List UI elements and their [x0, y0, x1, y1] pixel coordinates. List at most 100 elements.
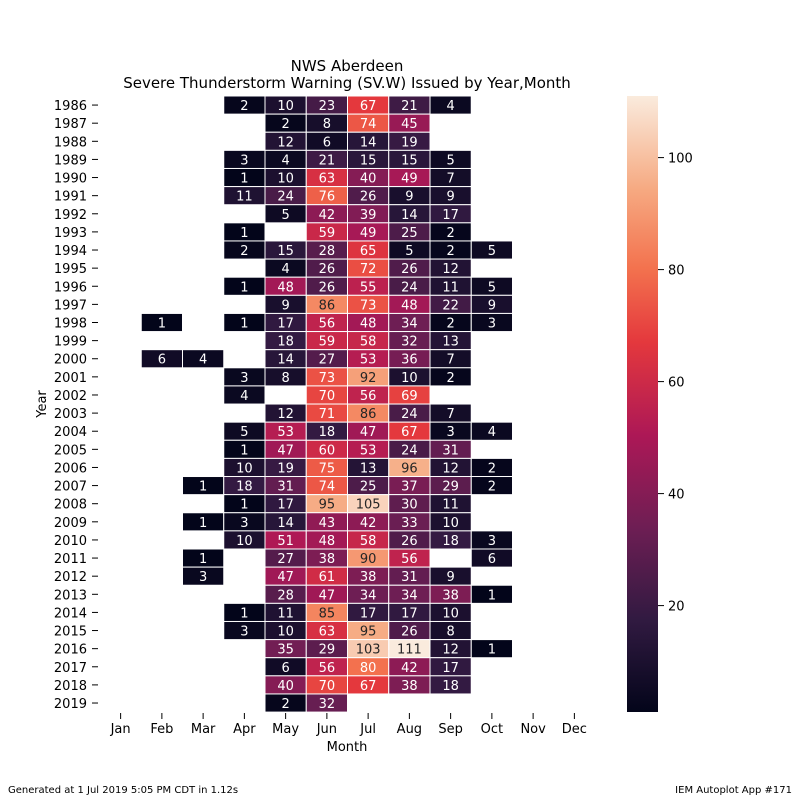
- heatmap-cell-label: 69: [401, 389, 418, 404]
- heatmap-cell-label: 47: [277, 443, 294, 458]
- heatmap-cell-label: 61: [319, 570, 336, 585]
- heatmap-cell-label: 14: [277, 353, 294, 368]
- heatmap-cell-label: 60: [319, 443, 336, 458]
- heatmap-cell: [429, 95, 472, 115]
- heatmap-cell-label: 18: [442, 534, 459, 549]
- heatmap-cell-label: 6: [323, 135, 331, 150]
- heatmap-cell-label: 92: [360, 371, 377, 386]
- heatmap-cell-label: 8: [323, 117, 331, 132]
- heatmap-cell-label: 6: [158, 353, 166, 368]
- heatmap-cell-label: 21: [401, 99, 418, 114]
- x-tick-label: May: [272, 722, 299, 737]
- heatmap-cell-label: 1: [488, 643, 496, 658]
- heatmap-cell-label: 42: [360, 516, 377, 531]
- heatmap-cell-label: 4: [199, 353, 207, 368]
- heatmap-cell-label: 21: [319, 153, 336, 168]
- y-tick-label: 2010: [54, 534, 87, 549]
- heatmap-cell-label: 111: [397, 643, 422, 658]
- heatmap-cell-label: 8: [446, 625, 454, 640]
- y-tick-labels: 1986 1987 1988 1989 1990 1991 1992 1993 1994 1995…: [54, 99, 98, 712]
- heatmap-cell: [429, 367, 472, 387]
- y-tick-label: 2004: [54, 425, 87, 440]
- heatmap-cell-label: 17: [360, 606, 377, 621]
- y-tick-label: 1988: [54, 135, 87, 150]
- heatmap-cell-label: 48: [277, 280, 294, 295]
- y-tick-label: 1991: [54, 190, 87, 205]
- heatmap-cell-label: 6: [488, 552, 496, 567]
- y-axis-label: Year: [35, 390, 50, 419]
- y-tick-label: 2000: [54, 353, 87, 368]
- heatmap-cell-label: 1: [240, 498, 248, 513]
- colorbar-tick-label: 40: [668, 488, 685, 503]
- heatmap-cell-label: 28: [319, 244, 336, 259]
- heatmap-cell-label: 5: [446, 153, 454, 168]
- heatmap-cell-label: 8: [281, 371, 289, 386]
- heatmap-cell-label: 11: [442, 280, 459, 295]
- heatmap-cell-label: 63: [319, 625, 336, 640]
- y-tick-label: 2014: [54, 606, 87, 621]
- heatmap-cell-label: 14: [360, 135, 377, 150]
- heatmap-cell-label: 10: [236, 534, 253, 549]
- y-tick-label: 2001: [54, 371, 87, 386]
- heatmap-cell-label: 31: [442, 443, 459, 458]
- heatmap-cell: [182, 349, 225, 369]
- heatmap-cell: [305, 693, 348, 713]
- heatmap-cell-label: 3: [488, 317, 496, 332]
- heatmap-cell-label: 67: [401, 425, 418, 440]
- y-tick-label: 2016: [54, 643, 87, 658]
- heatmap-cell-label: 26: [401, 262, 418, 277]
- y-tick-label: 1989: [54, 153, 87, 168]
- y-tick-label: 2017: [54, 661, 87, 676]
- heatmap-cell-label: 56: [319, 661, 336, 676]
- heatmap-cell-label: 37: [401, 480, 418, 495]
- heatmap-cell-label: 19: [401, 135, 418, 150]
- heatmap-cell-label: 7: [446, 407, 454, 422]
- x-tick-label: Nov: [520, 722, 546, 737]
- heatmap-cell-label: 3: [240, 625, 248, 640]
- heatmap-cell-label: 40: [360, 172, 377, 187]
- heatmap-cell-label: 5: [240, 425, 248, 440]
- heatmap-cell-label: 18: [236, 480, 253, 495]
- heatmap-cell: [470, 476, 513, 496]
- x-tick-label: Feb: [150, 722, 173, 737]
- heatmap-cell: [470, 548, 513, 568]
- heatmap-cell-label: 56: [360, 389, 377, 404]
- footer-app-label: IEM Autoplot App #171: [675, 785, 792, 796]
- heatmap-cell-label: 34: [401, 317, 418, 332]
- heatmap-cell: [140, 312, 183, 333]
- heatmap-cell-label: 70: [319, 389, 336, 404]
- heatmap-cell-label: 1: [240, 443, 248, 458]
- heatmap-cell-label: 12: [277, 135, 294, 150]
- x-tick-label: Mar: [191, 722, 216, 737]
- heatmap-cell: [223, 385, 266, 405]
- heatmap-cell-label: 11: [236, 190, 253, 205]
- y-tick-label: 1998: [54, 317, 87, 332]
- colorbar-tick-label: 100: [668, 152, 693, 167]
- heatmap-cell-label: 42: [401, 661, 418, 676]
- heatmap-cell-label: 73: [360, 298, 377, 313]
- heatmap-cell-label: 12: [442, 461, 459, 476]
- heatmap-cell-label: 38: [360, 570, 377, 585]
- y-tick-label: 2005: [54, 443, 87, 458]
- heatmap-cell-label: 39: [360, 208, 377, 223]
- heatmap-cell-label: 18: [277, 335, 294, 350]
- heatmap-cell-label: 48: [360, 317, 377, 332]
- heatmap-cell-label: 72: [360, 262, 377, 277]
- heatmap-cell-label: 31: [401, 570, 418, 585]
- colorbar: [627, 96, 658, 712]
- heatmap-cell-label: 4: [240, 389, 248, 404]
- heatmap-cell-label: 27: [277, 552, 294, 567]
- heatmap-cell-label: 26: [401, 625, 418, 640]
- heatmap-cell-label: 24: [401, 407, 418, 422]
- x-tick-label: Sep: [438, 722, 463, 737]
- heatmap-cell-label: 2: [281, 117, 289, 132]
- heatmap-cell-label: 25: [401, 226, 418, 241]
- heatmap-cell-label: 14: [277, 516, 294, 531]
- heatmap-cell-label: 55: [360, 280, 377, 295]
- heatmap-cell-label: 10: [236, 461, 253, 476]
- heatmap-cell-label: 11: [442, 498, 459, 513]
- colorbar-tick-label: 80: [668, 264, 685, 279]
- heatmap-cell-label: 2: [446, 244, 454, 259]
